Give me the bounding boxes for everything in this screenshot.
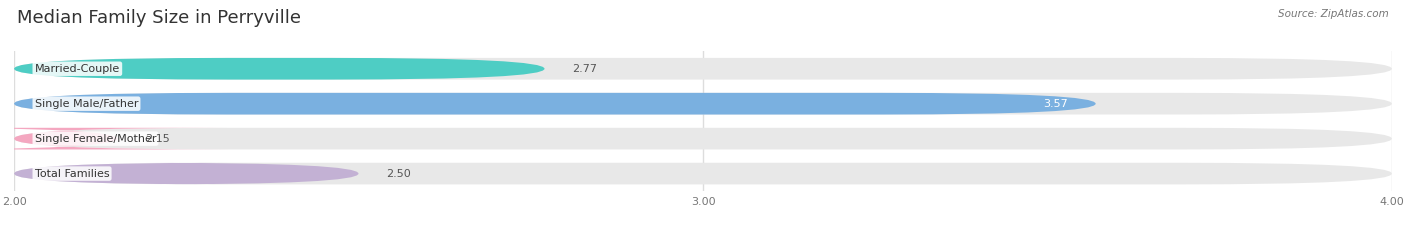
Text: Single Female/Mother: Single Female/Mother <box>35 134 156 144</box>
Text: 2.50: 2.50 <box>387 169 411 178</box>
FancyBboxPatch shape <box>14 93 1095 115</box>
FancyBboxPatch shape <box>14 163 359 185</box>
Text: Single Male/Father: Single Male/Father <box>35 99 138 109</box>
Text: 2.77: 2.77 <box>572 64 598 74</box>
Text: 3.57: 3.57 <box>1043 99 1069 109</box>
FancyBboxPatch shape <box>14 93 1392 115</box>
FancyBboxPatch shape <box>14 128 1392 150</box>
FancyBboxPatch shape <box>0 128 228 150</box>
FancyBboxPatch shape <box>14 58 1392 80</box>
Text: 2.15: 2.15 <box>145 134 170 144</box>
Text: Total Families: Total Families <box>35 169 110 178</box>
Text: Source: ZipAtlas.com: Source: ZipAtlas.com <box>1278 9 1389 19</box>
FancyBboxPatch shape <box>14 163 1392 185</box>
Text: Median Family Size in Perryville: Median Family Size in Perryville <box>17 9 301 27</box>
FancyBboxPatch shape <box>14 58 544 80</box>
Text: Married-Couple: Married-Couple <box>35 64 120 74</box>
